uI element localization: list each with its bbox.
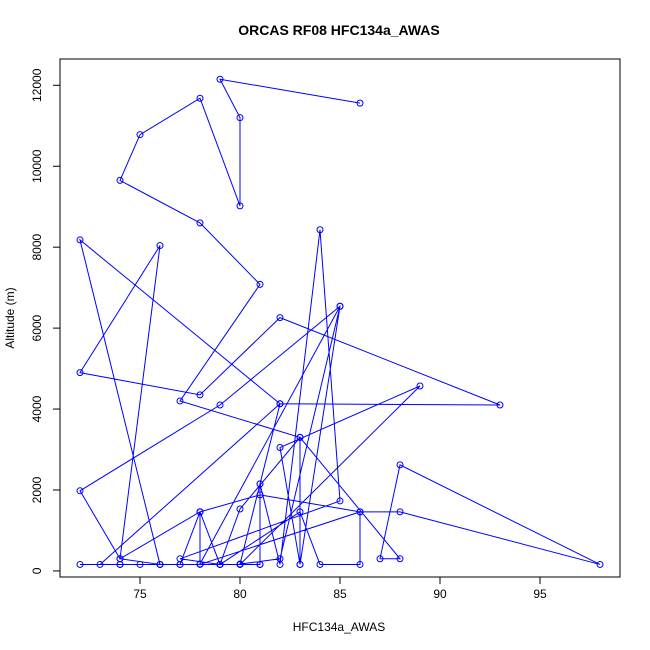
- data-point: [116, 176, 124, 184]
- chart-title: ORCAS RF08 HFC134a_AWAS: [238, 22, 440, 38]
- data-point: [256, 280, 264, 288]
- data-point: [276, 560, 284, 568]
- data-point: [236, 560, 244, 568]
- data-point: [296, 433, 304, 441]
- x-tick-label: 75: [133, 587, 147, 601]
- series-lines: [79, 78, 601, 566]
- data-point: [236, 505, 244, 513]
- data-point: [276, 400, 284, 408]
- data-point: [396, 555, 404, 563]
- data-point: [316, 226, 324, 234]
- data-point: [196, 560, 204, 568]
- data-point: [76, 236, 84, 244]
- data-point: [216, 401, 224, 409]
- data-point: [296, 508, 304, 516]
- series-line: [79, 78, 601, 566]
- x-tick-label: 80: [233, 587, 247, 601]
- data-point: [196, 508, 204, 516]
- data-point: [496, 401, 504, 409]
- data-point: [136, 560, 144, 568]
- data-point: [256, 480, 264, 488]
- y-tick-label: 12000: [30, 68, 44, 102]
- data-point: [156, 560, 164, 568]
- data-point: [196, 219, 204, 227]
- data-point: [356, 560, 364, 568]
- data-point: [396, 508, 404, 516]
- data-point: [176, 397, 184, 405]
- y-tick-label: 10000: [30, 149, 44, 183]
- y-tick-label: 6000: [30, 314, 44, 341]
- data-point: [596, 560, 604, 568]
- data-point: [296, 560, 304, 568]
- y-tick-label: 8000: [30, 234, 44, 261]
- data-point: [396, 461, 404, 469]
- data-point: [176, 560, 184, 568]
- data-point: [96, 560, 104, 568]
- x-tick-label: 90: [433, 587, 447, 601]
- x-tick-label: 95: [533, 587, 547, 601]
- data-point: [316, 560, 324, 568]
- data-point: [116, 555, 124, 563]
- data-point: [356, 508, 364, 516]
- y-axis: 0 2000 4000 6000 8000 10000 12000: [30, 68, 60, 574]
- data-point: [76, 369, 84, 377]
- data-point: [136, 131, 144, 139]
- data-point: [276, 444, 284, 451]
- data-point: [76, 560, 84, 568]
- y-tick-label: 0: [30, 567, 44, 574]
- data-point: [256, 491, 264, 499]
- data-point: [76, 487, 84, 495]
- data-point: [256, 560, 264, 568]
- data-point: [336, 302, 344, 310]
- x-axis-label: HFC134a_AWAS: [293, 620, 385, 634]
- data-point: [276, 314, 284, 322]
- data-point: [196, 391, 204, 399]
- x-tick-label: 85: [333, 587, 347, 601]
- data-point: [196, 94, 204, 102]
- data-point: [376, 555, 384, 563]
- y-tick-label: 4000: [30, 395, 44, 422]
- data-point: [336, 497, 344, 505]
- x-axis: 75 80 85 90 95: [133, 577, 547, 601]
- series-points: [76, 75, 604, 568]
- data-point: [216, 75, 224, 83]
- data-point: [416, 382, 424, 390]
- data-point: [356, 99, 364, 107]
- data-point: [236, 202, 244, 210]
- y-tick-label: 2000: [30, 476, 44, 503]
- data-point: [156, 242, 164, 250]
- data-point: [236, 114, 244, 122]
- data-point: [216, 560, 224, 568]
- y-axis-label: Altitude (m): [3, 287, 17, 348]
